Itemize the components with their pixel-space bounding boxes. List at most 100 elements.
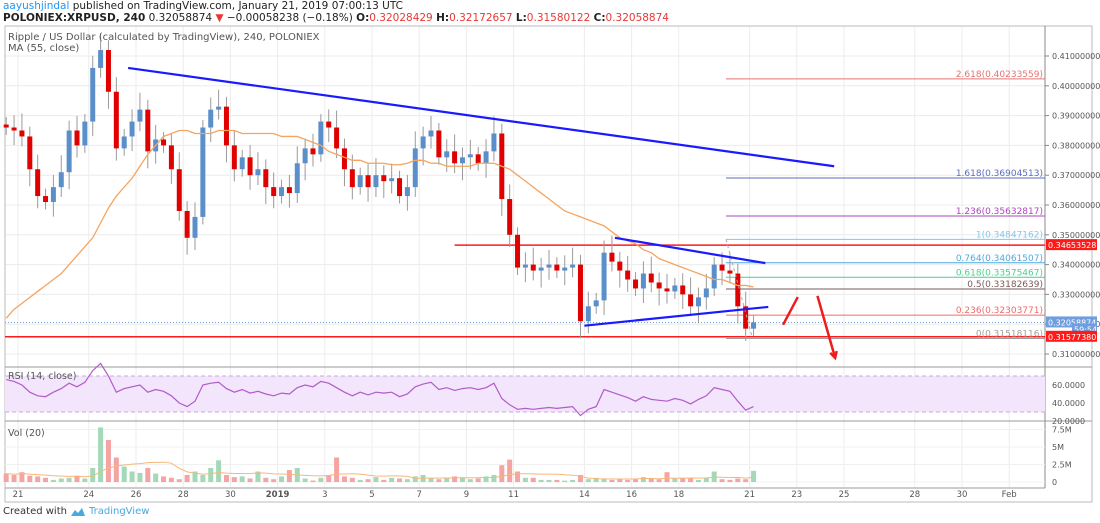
volume-pane: 7.5M 5M 2.5M 0 [3,426,1072,487]
volume-bar [184,475,190,482]
volume-bar [153,473,159,482]
volume-bar [161,476,167,482]
rsi-tick-label: 60.0000 [1052,381,1085,390]
candle-up [200,127,206,217]
volume-bar [35,476,41,482]
volume-bar [656,479,662,482]
rsi-legend: RSI (14, close) [8,371,76,382]
price-tick-label: 0.41000000 [1052,52,1100,61]
candle-up [98,50,104,68]
candle-down [436,130,442,158]
candle-down [3,124,9,128]
volume-bar [680,477,686,482]
candles [3,33,757,341]
candle-down [719,264,725,271]
publish-info: aayushjindal published on TradingView.co… [3,0,403,12]
volume-bar [436,479,442,482]
volume-bar [82,478,88,482]
candle-down [648,273,654,283]
candle-up [137,109,143,122]
fib-level-label: 1.236(0.35632817) [956,207,1043,217]
candle-up [129,121,135,137]
candle-down [231,145,237,170]
tradingview-link[interactable]: TradingView [88,506,150,517]
volume-bar [113,457,119,482]
volume-bar [19,472,25,482]
rsi-tick-label: 20.0000 [1052,417,1085,426]
date-tick-label: 21 [13,490,24,500]
volume-bar [404,479,410,482]
volume-bar [452,476,458,482]
volume-bar [515,471,521,482]
rsi-band [5,376,1045,412]
price-label-badge [1072,323,1097,335]
candle-up [90,67,96,122]
date-tick-label: 2019 [266,490,290,500]
created-with: Created with [3,506,67,517]
volume-bar [672,478,678,482]
date-tick-label: 16 [626,490,637,500]
candle-down [515,234,521,268]
candle-down [735,273,741,307]
candle-up [318,121,324,155]
volume-bar [648,478,654,482]
candle-down [286,187,292,194]
candle-up [672,285,678,292]
candle-down [184,210,190,238]
price-label-badge [1046,239,1097,251]
price-label: 0.31577380 [1048,333,1096,342]
price-label: 0.34653528 [1048,241,1096,250]
volume-bar [554,479,560,482]
volume-bar [247,478,253,482]
close-label: C: [593,12,606,24]
candle-down [530,264,536,271]
volume-bar [286,470,292,482]
candle-down [161,139,167,146]
ma-legend: MA (55, close) [8,43,79,54]
volume-bar [168,477,174,482]
low-label: L: [515,12,527,24]
date-tick-label: 11 [508,490,519,500]
candle-down [113,91,119,149]
candle-down [365,175,371,188]
date-tick-label: 7 [416,490,421,500]
candle-down [577,264,583,322]
candle-up [751,322,757,329]
volume-bar [334,457,340,482]
author-link[interactable]: aayushjindal [3,0,70,12]
low-value: 0.31580122 [526,12,591,24]
volume-bar [43,477,49,482]
candle-down [625,270,631,280]
fib-level-label: 1.618(0.36904513) [956,169,1043,179]
volume-bar [625,479,631,482]
price-chart[interactable]: 60.0000 40.0000 20.0000 7.5M 5M 2.5M 0 2.618(… [0,0,1100,505]
volume-bar [640,477,646,482]
high-label: H: [436,12,450,24]
pane-borders [4,25,1093,503]
candle-down [74,130,80,146]
volume-tick-label: 7.5M [1052,426,1072,435]
trendline [584,305,769,327]
candle-up [546,264,552,268]
price-change: −0.00058238 (−0.18%) [226,12,353,24]
volume-bar [546,479,552,482]
candle-down [554,264,560,271]
volume-bar [121,466,127,482]
date-tick-label: 18 [673,490,684,500]
date-tick-label: 5 [369,490,374,500]
rsi-line [6,362,754,417]
date-tick-label: 9 [464,490,469,500]
volume-bar [200,475,206,482]
candle-up [593,300,599,307]
volume-bar [475,478,481,482]
candle-up [711,264,717,289]
candle-down [35,169,41,197]
volume-tick-label: 5M [1052,443,1064,452]
chart-title: Ripple / US Dollar (calculated by Tradin… [8,32,320,43]
candle-up [373,175,379,188]
date-tick-label: 30 [225,490,236,500]
date-tick-label: 30 [957,490,968,500]
high-value: 0.32172657 [449,12,513,24]
volume-bar [570,479,576,482]
candle-up [570,264,576,268]
